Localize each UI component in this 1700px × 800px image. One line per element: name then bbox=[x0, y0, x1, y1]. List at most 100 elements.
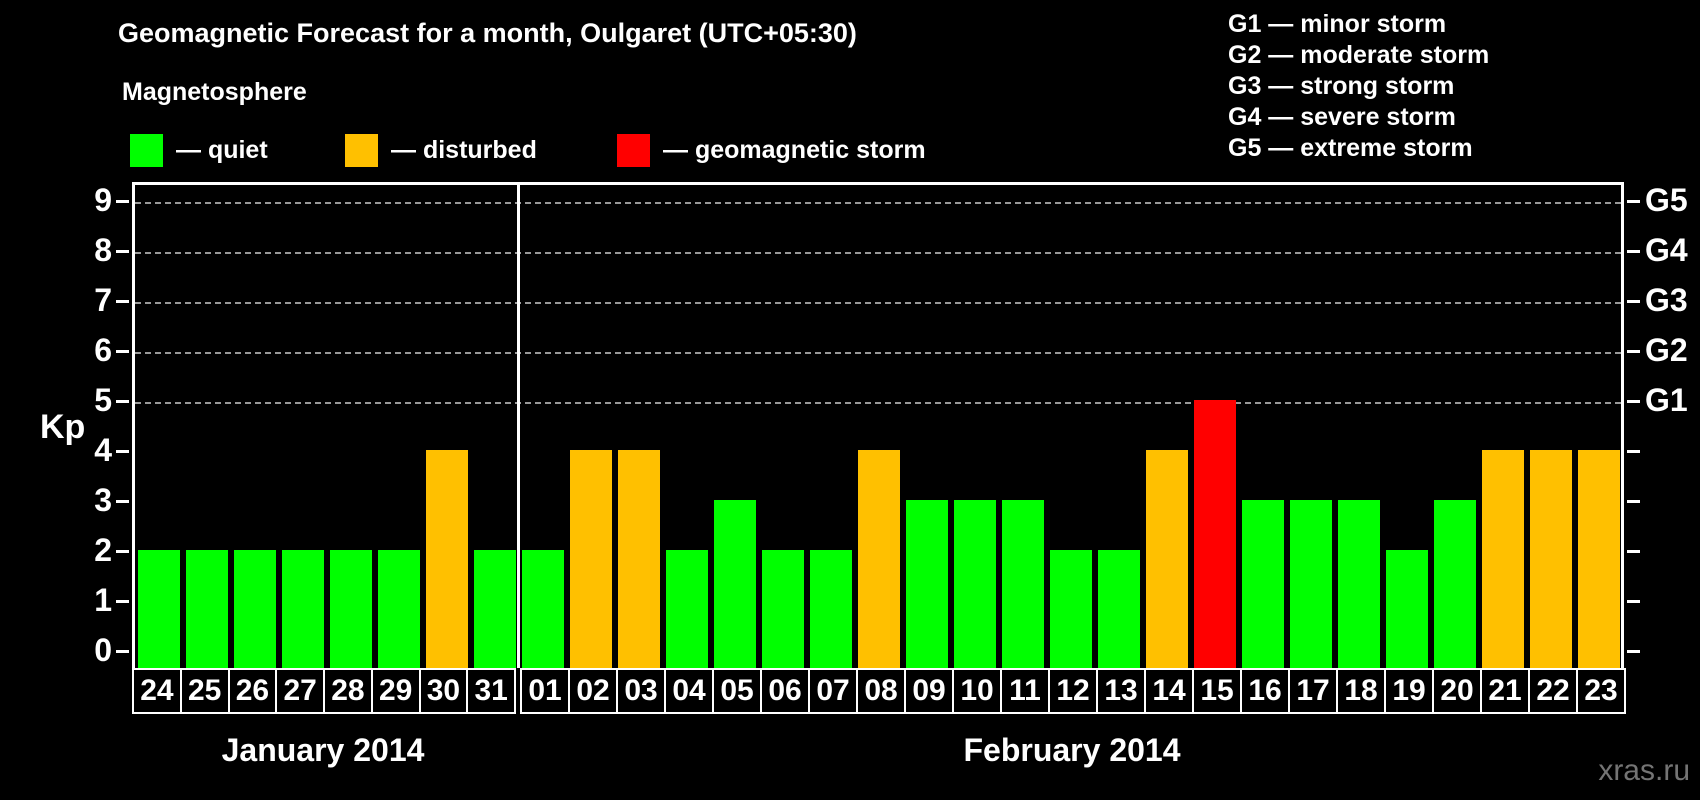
kp-bar-february-13 bbox=[1098, 550, 1140, 668]
day-label-12: 12 bbox=[1048, 668, 1098, 714]
kp-bar-february-16 bbox=[1242, 500, 1284, 668]
y-axis-tick-2 bbox=[116, 550, 129, 553]
legend-item-disturbed: — disturbed bbox=[345, 131, 537, 169]
kp-bar-january-24 bbox=[138, 550, 180, 668]
right-axis-tick-2 bbox=[1627, 550, 1640, 553]
day-label-09: 09 bbox=[904, 668, 954, 714]
day-label-07: 07 bbox=[808, 668, 858, 714]
gridline-kp5 bbox=[135, 402, 1621, 404]
right-axis-tick-9 bbox=[1627, 200, 1640, 203]
right-axis-tick-3 bbox=[1627, 500, 1640, 503]
gridline-kp9 bbox=[135, 202, 1621, 204]
month-label-january: January 2014 bbox=[221, 732, 425, 768]
day-label-29: 29 bbox=[370, 668, 421, 714]
day-axis-january: 24 25 26 27 28 29 30 31 bbox=[132, 668, 516, 714]
day-label-06: 06 bbox=[760, 668, 810, 714]
right-axis-label-g4: G4 bbox=[1645, 232, 1688, 268]
chart-title: Geomagnetic Forecast for a month, Oulgar… bbox=[118, 18, 857, 48]
month-separator-line bbox=[517, 185, 520, 668]
storm-scale-line-3: G3 — strong storm bbox=[1228, 72, 1455, 100]
day-label-21: 21 bbox=[1480, 668, 1530, 714]
month-label-february: February 2014 bbox=[963, 732, 1181, 768]
day-label-14: 14 bbox=[1144, 668, 1194, 714]
right-axis-label-g3: G3 bbox=[1645, 282, 1688, 318]
y-axis-tick-5 bbox=[116, 400, 129, 403]
gridline-kp8 bbox=[135, 252, 1621, 254]
y-axis-label-7: 7 bbox=[94, 282, 112, 318]
kp-bar-february-19 bbox=[1386, 550, 1428, 668]
day-label-30: 30 bbox=[418, 668, 469, 714]
day-label-26: 26 bbox=[227, 668, 278, 714]
kp-bar-february-12 bbox=[1050, 550, 1092, 668]
right-axis-tick-8 bbox=[1627, 250, 1640, 253]
storm-scale-legend: G1 — minor storm G2 — moderate storm G3 — … bbox=[1228, 9, 1489, 164]
day-label-02: 02 bbox=[568, 668, 618, 714]
kp-bar-february-15 bbox=[1194, 400, 1236, 668]
right-axis-tick-6 bbox=[1627, 350, 1640, 353]
legend-item-label: — disturbed bbox=[391, 135, 537, 164]
kp-bar-february-11 bbox=[1002, 500, 1044, 668]
day-label-04: 04 bbox=[664, 668, 714, 714]
y-axis-tick-9 bbox=[116, 200, 129, 203]
disturbed-swatch-icon bbox=[345, 133, 378, 167]
day-label-27: 27 bbox=[275, 668, 325, 714]
right-axis-tick-7 bbox=[1627, 300, 1640, 303]
quiet-swatch-icon bbox=[130, 133, 163, 167]
kp-bar-february-22 bbox=[1530, 450, 1572, 668]
y-axis-label-4: 4 bbox=[94, 432, 112, 468]
y-axis-label-0: 0 bbox=[94, 632, 112, 668]
right-axis-tick-0 bbox=[1627, 650, 1640, 653]
y-axis-tick-0 bbox=[116, 650, 129, 653]
day-label-23: 23 bbox=[1576, 668, 1626, 714]
storm-swatch-icon bbox=[617, 133, 650, 167]
day-label-15: 15 bbox=[1192, 668, 1242, 714]
y-axis-label-8: 8 bbox=[94, 232, 112, 268]
plot-area: 0 1 2 3 4 5 6 7 8 9 G5 G4 G3 G2 G1 bbox=[94, 182, 1688, 668]
right-axis-tick-4 bbox=[1627, 450, 1640, 453]
kp-bar-january-27 bbox=[282, 550, 324, 668]
y-axis-label-9: 9 bbox=[94, 182, 112, 218]
storm-scale-line-4: G4 — severe storm bbox=[1228, 103, 1456, 131]
storm-scale-line-1: G1 — minor storm bbox=[1228, 10, 1447, 38]
kp-bar-january-30 bbox=[426, 450, 468, 668]
kp-bar-february-17 bbox=[1290, 500, 1332, 668]
day-label-31: 31 bbox=[466, 668, 516, 714]
y-axis-label-1: 1 bbox=[94, 582, 112, 618]
right-axis-label-g5: G5 bbox=[1645, 182, 1688, 218]
kp-bar-february-03 bbox=[618, 450, 660, 668]
y-axis-tick-1 bbox=[116, 600, 129, 603]
right-axis-tick-5 bbox=[1627, 400, 1640, 403]
legend-item-label: — geomagnetic storm bbox=[663, 135, 926, 164]
day-label-16: 16 bbox=[1240, 668, 1290, 714]
y-axis-tick-4 bbox=[116, 450, 129, 453]
day-axis-february: 01 02 03 04 05 06 07 08 09 10 11 12 13 14 15 16 17 18 19 20… bbox=[520, 668, 1626, 714]
day-label-20: 20 bbox=[1432, 668, 1482, 714]
kp-bar-february-08 bbox=[858, 450, 900, 668]
y-axis-tick-3 bbox=[116, 500, 129, 503]
kp-bar-february-05 bbox=[714, 500, 756, 668]
day-label-05: 05 bbox=[712, 668, 762, 714]
day-label-22: 22 bbox=[1528, 668, 1578, 714]
kp-bar-february-10 bbox=[954, 500, 996, 668]
day-label-11: 11 bbox=[1000, 668, 1050, 714]
y-axis-tick-8 bbox=[116, 250, 129, 253]
day-label-25: 25 bbox=[179, 668, 230, 714]
y-axis-tick-7 bbox=[116, 300, 129, 303]
day-label-28: 28 bbox=[323, 668, 373, 714]
y-axis-title: Kp bbox=[40, 408, 86, 446]
kp-bar-february-14 bbox=[1146, 450, 1188, 668]
legend-item-storm: — geomagnetic storm bbox=[617, 131, 926, 169]
kp-bar-february-23 bbox=[1578, 450, 1620, 668]
kp-bar-february-02 bbox=[570, 450, 612, 668]
kp-bar-january-31 bbox=[474, 550, 516, 668]
kp-bar-january-28 bbox=[330, 550, 372, 668]
legend-item-label: — quiet bbox=[176, 135, 268, 164]
magnetosphere-legend: — quiet — disturbed — geomagnetic storm bbox=[0, 131, 1100, 169]
day-label-08: 08 bbox=[856, 668, 906, 714]
y-axis-label-6: 6 bbox=[94, 332, 112, 368]
gridline-kp6 bbox=[135, 352, 1621, 354]
y-axis-label-2: 2 bbox=[94, 532, 112, 568]
day-label-10: 10 bbox=[952, 668, 1002, 714]
day-label-19: 19 bbox=[1384, 668, 1434, 714]
